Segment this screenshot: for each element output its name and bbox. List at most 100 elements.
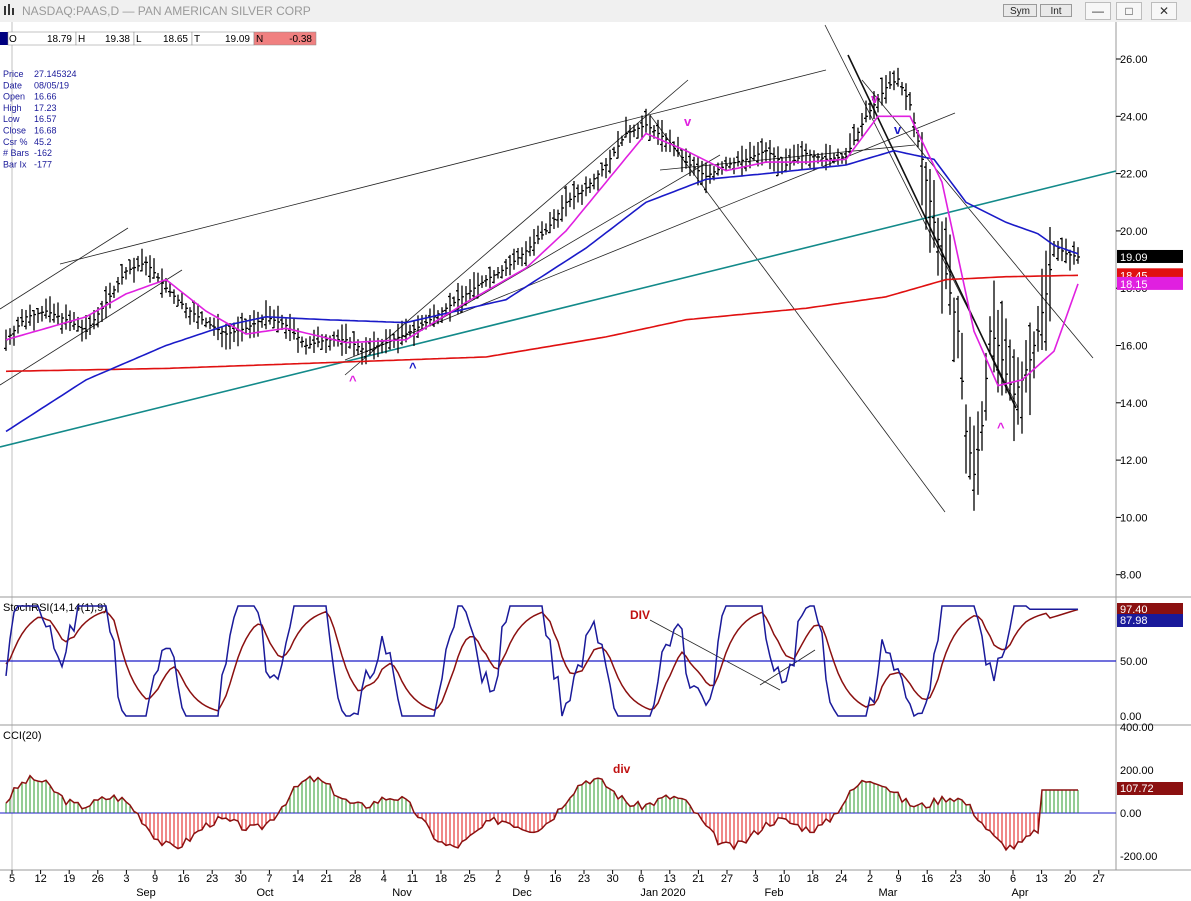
data-window-label: Open [3,92,25,102]
price-bar [728,157,732,169]
price-bar [160,268,164,298]
price-bar [20,309,24,327]
data-window-value: 16.68 [34,126,57,136]
x-day-label: 25 [463,873,475,885]
price-bar [136,255,140,272]
price-bar [592,173,596,190]
x-day-label: 30 [978,873,990,885]
x-day-label: 3 [123,873,129,885]
price-bar [336,329,340,347]
cci-y-tick-label: 200.00 [1120,765,1154,777]
data-window-value: 08/05/19 [34,80,69,90]
price-bar [544,223,548,235]
price-bar [120,263,124,285]
price-bar [724,156,728,171]
stoch-last-value: 97.40 [1120,604,1148,616]
data-window-label: High [3,103,22,113]
stoch-last-value: 87.98 [1120,615,1148,627]
price-bar [452,296,456,307]
x-month-label: Mar [879,887,898,899]
price-bar [756,142,760,167]
price-bar [144,256,148,276]
swing-marker: v [871,91,879,106]
price-bar [868,100,872,120]
price-bar [840,153,844,164]
x-day-label: 9 [524,873,530,885]
x-month-label: Sep [136,887,156,899]
price-bar [1044,250,1048,351]
price-bar [532,229,536,256]
price-bar [628,124,632,143]
price-bar [300,336,304,348]
price-bar [44,298,48,319]
x-month-label: Dec [512,887,532,899]
maximize-button[interactable]: □ [1116,2,1142,20]
stoch-y-tick-label: 0.00 [1120,711,1141,723]
price-bar [32,310,36,331]
price-bar [528,236,532,257]
price-y-tick-label: 12.00 [1120,455,1148,467]
sym-button[interactable]: Sym [1003,4,1037,17]
price-bar [228,323,232,350]
chart-canvas[interactable]: O 18.79 H 19.38 L 18.65 T 19.09 N -0.38 … [0,22,1191,901]
price-bar [660,120,664,152]
x-day-label: 10 [778,873,790,885]
minimize-button[interactable]: — [1085,2,1111,20]
ohlc-o-value: 18.79 [47,34,72,45]
x-day-label: 30 [235,873,247,885]
price-bar [896,67,900,87]
data-window-value: -177 [34,159,52,169]
int-button[interactable]: Int [1040,4,1072,17]
price-bar [740,145,744,177]
price-bar [204,317,208,328]
price-bar [988,316,992,355]
price-bar [448,292,452,322]
price-bar [996,309,1000,393]
price-bar [924,161,928,230]
price-bar [944,217,948,290]
price-bar [588,178,592,193]
x-month-label: Feb [765,887,784,899]
price-bar [260,314,264,328]
stoch-last-value-flag: 97.40 [1117,603,1183,616]
data-window-value: 17.23 [34,103,57,113]
price-y-tick-label: 26.00 [1120,54,1148,66]
cci-last-value: 107.72 [1120,783,1154,795]
price-bar [272,309,276,329]
price-bar [508,254,512,276]
price-bar [104,286,108,319]
close-button[interactable]: ✕ [1151,2,1177,20]
price-bar [824,143,828,171]
data-window-value: 16.57 [34,114,57,124]
price-bar [904,83,908,111]
price-bar [948,234,952,315]
x-day-label: 23 [578,873,590,885]
price-bar [248,314,252,339]
price-bar [584,176,588,197]
price-bar [640,115,644,140]
trendline [649,619,781,691]
x-day-label: 27 [1093,873,1105,885]
price-bar [1028,322,1032,416]
price-bar [692,156,696,176]
price-bar [920,132,924,206]
price-bar [708,164,712,184]
data-window-label: Price [3,69,24,79]
trendline [344,112,956,361]
x-month-label: Oct [256,887,273,899]
price-bar [524,241,528,266]
price-bar [224,323,228,350]
price-bar [576,184,580,203]
price-bar [768,139,772,170]
data-window-label: Csr % [3,137,28,147]
price-bar [704,162,708,194]
x-day-label: 18 [435,873,447,885]
trendline [0,269,183,386]
data-window-label: # Bars [3,148,30,158]
x-day-label: 7 [266,873,272,885]
price-bar [876,93,880,113]
price-bar [832,152,836,164]
price-bar [512,248,516,270]
bold-trendline [847,54,1017,409]
window-titlebar: NASDAQ:PAAS,D — PAN AMERICAN SILVER CORP… [0,0,1191,23]
